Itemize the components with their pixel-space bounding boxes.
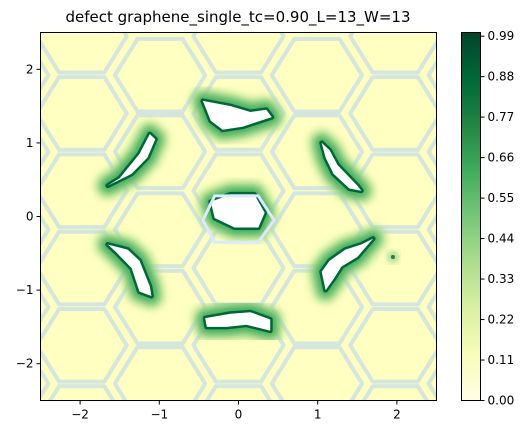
plot-area bbox=[40, 32, 437, 401]
lattice-hexagon bbox=[426, 290, 437, 324]
lattice-hexagon bbox=[269, 36, 365, 114]
x-tick-label: 0 bbox=[235, 408, 243, 422]
region-bottom-hole bbox=[205, 312, 271, 331]
region-right-speck-core bbox=[390, 254, 395, 259]
x-tick-label: −2 bbox=[71, 408, 89, 422]
colorbar-frame bbox=[461, 32, 481, 401]
lattice-hexagon bbox=[361, 384, 430, 401]
colorbar-tick-label: 0.88 bbox=[488, 70, 515, 84]
colorbar-gradient bbox=[461, 32, 481, 401]
lattice-hexagon bbox=[348, 75, 437, 152]
region-upper-right-hole bbox=[321, 142, 362, 191]
lattice-hexagon bbox=[112, 345, 208, 401]
y-tick-label: −2 bbox=[16, 357, 34, 371]
colorbar-tick-label: 0.66 bbox=[488, 151, 515, 165]
region-center-hole bbox=[210, 194, 265, 228]
x-tick-label: 1 bbox=[314, 408, 322, 422]
colorbar-tick-label: 0.77 bbox=[488, 110, 515, 124]
y-tick-label: 1 bbox=[26, 136, 34, 150]
colorbar-tick-label: 0.33 bbox=[488, 272, 515, 286]
region-top-hole bbox=[202, 100, 272, 130]
colorbar-tick-label: 0.99 bbox=[488, 29, 515, 43]
lattice-hexagon bbox=[348, 32, 437, 75]
region-lower-left-hole bbox=[107, 244, 152, 296]
colorbar-tick-label: 0.00 bbox=[488, 394, 515, 408]
x-tick-label: 2 bbox=[393, 408, 401, 422]
colorbar-tick-label: 0.11 bbox=[488, 353, 515, 367]
defect-regions bbox=[94, 87, 397, 344]
region-upper-left-hole bbox=[107, 134, 156, 186]
lattice-hexagon bbox=[426, 135, 437, 169]
lattice-hexagon bbox=[426, 213, 437, 247]
y-tick-label: 0 bbox=[26, 210, 34, 224]
region-lower-right-hole bbox=[321, 238, 374, 291]
y-axis: −2 −1 0 1 2 bbox=[16, 62, 41, 371]
lattice-hexagon bbox=[47, 384, 116, 401]
colorbar-tick-label: 0.44 bbox=[488, 232, 515, 246]
lattice-hexagon bbox=[191, 32, 286, 75]
lattice-hexagon bbox=[112, 191, 208, 269]
lattice-hexagon bbox=[40, 75, 129, 152]
lattice-hexagon bbox=[112, 36, 208, 114]
y-tick-label: 2 bbox=[26, 62, 34, 76]
x-tick-label: −1 bbox=[150, 408, 168, 422]
lattice-hexagon bbox=[191, 75, 286, 152]
lattice-hexagon bbox=[40, 307, 129, 384]
chart-title: defect graphene_single_tc=0.90_L=13_W=13 bbox=[65, 8, 410, 27]
colorbar: 0.00 0.11 0.22 0.33 0.44 0.55 0.66 0.77 0.88 0.99 bbox=[461, 29, 515, 408]
lattice-hexagon bbox=[426, 367, 437, 401]
lattice-hexagon bbox=[112, 113, 208, 191]
lattice-hexagon bbox=[40, 32, 129, 75]
colorbar-tick-label: 0.22 bbox=[488, 313, 515, 327]
center-lattice-trace bbox=[201, 194, 276, 244]
lattice-hexagon bbox=[348, 307, 437, 384]
lattice-hexagon bbox=[204, 384, 273, 401]
colorbar-tick-label: 0.55 bbox=[488, 191, 515, 205]
colorbar-ticks: 0.00 0.11 0.22 0.33 0.44 0.55 0.66 0.77 0.88 0.99 bbox=[480, 29, 515, 408]
y-tick-label: −1 bbox=[16, 283, 34, 297]
lattice-hexagon bbox=[426, 58, 437, 92]
lattice-hexagon bbox=[40, 152, 129, 230]
x-axis: −2 −1 0 1 2 bbox=[71, 400, 401, 422]
lattice-hexagon bbox=[112, 268, 208, 346]
lattice-hexagon bbox=[269, 345, 365, 401]
lattice-hexagon bbox=[40, 229, 129, 307]
